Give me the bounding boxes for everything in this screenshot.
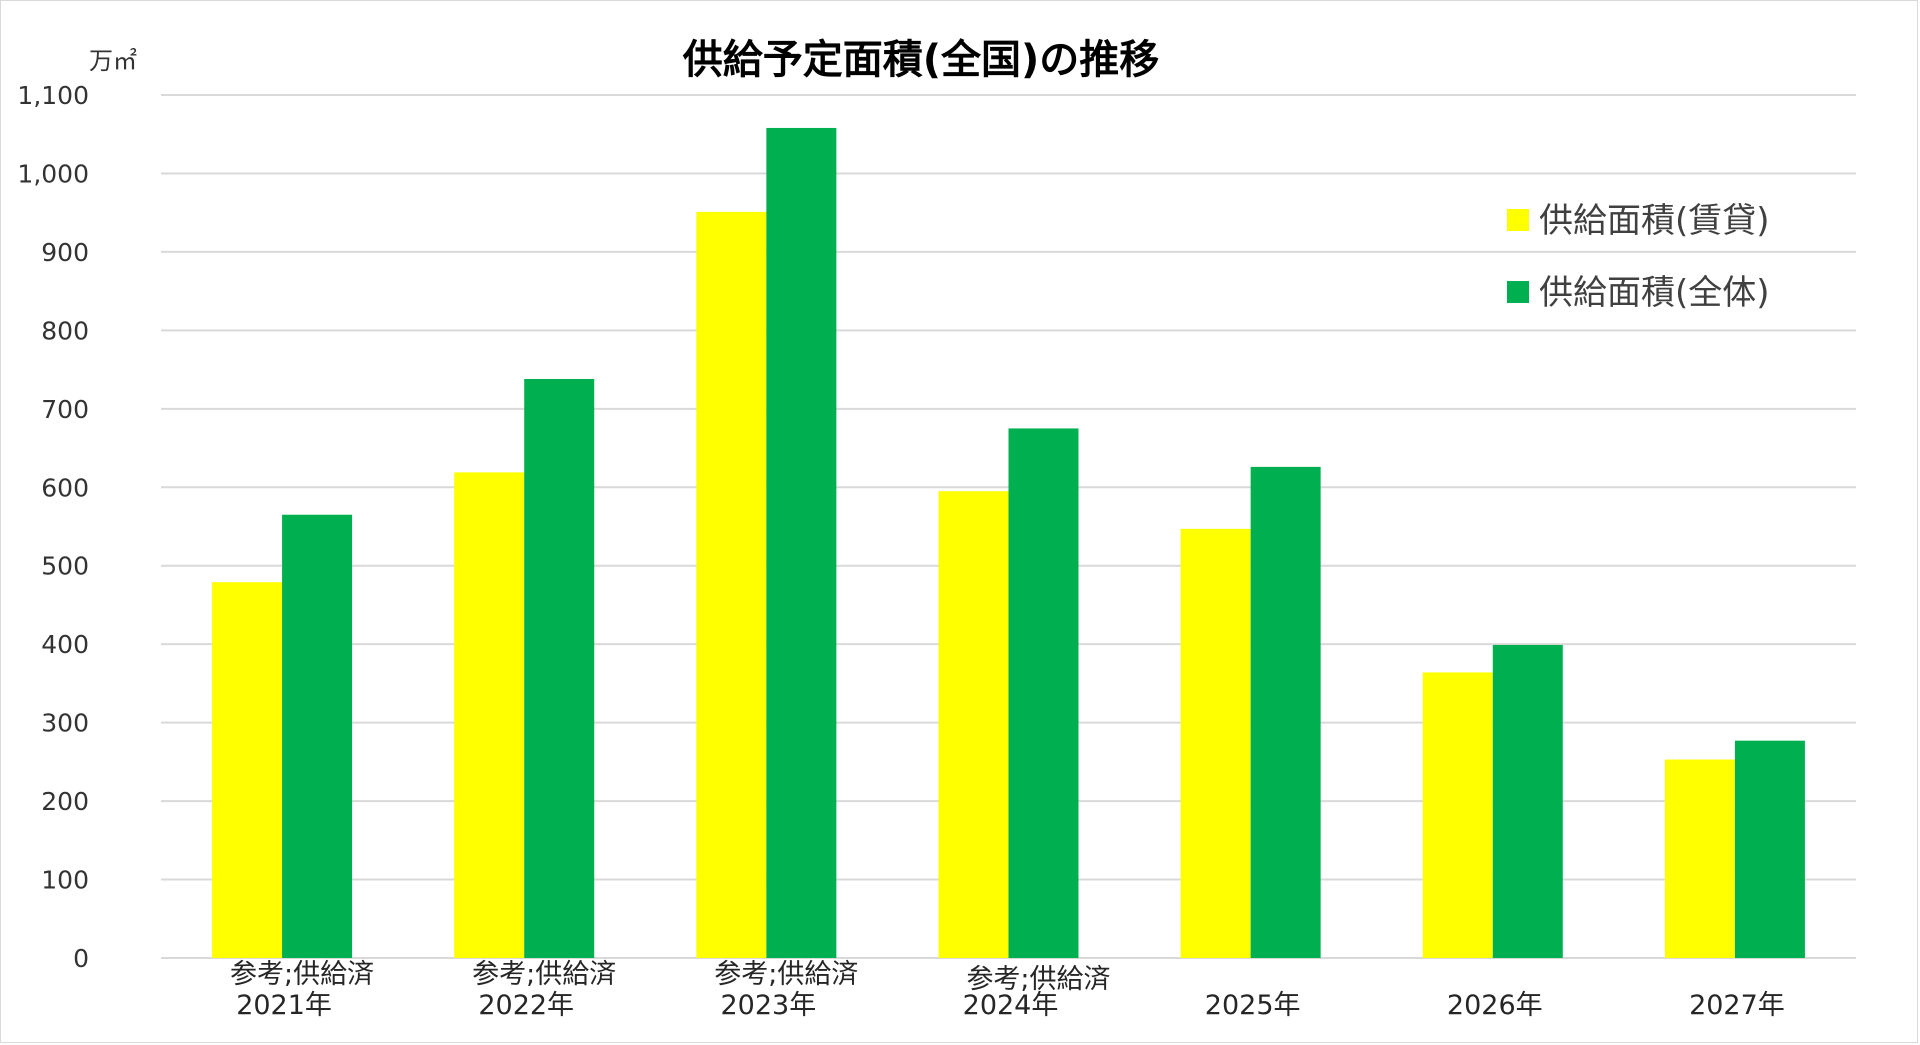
bar-total (1250, 466, 1321, 958)
bar-total (524, 379, 595, 958)
y-unit-label: 万㎡ (89, 47, 137, 75)
legend-swatch (1507, 209, 1529, 231)
x-axis-category-labels: 参考;供給済2021年参考;供給済2022年参考;供給済2023年参考;供給済2… (230, 959, 1785, 1021)
bar-rental (1664, 759, 1735, 958)
bar-rental (1422, 672, 1493, 958)
bar-total (1492, 644, 1563, 958)
legend-label: 供給面積(全体) (1539, 273, 1770, 313)
y-tick-label: 1,100 (17, 81, 89, 110)
bar-total (282, 514, 353, 958)
bar-rental (1180, 528, 1251, 958)
x-category-note: 参考;供給済 (966, 964, 1110, 995)
bar-rental (212, 582, 283, 958)
y-axis-tick-labels: 0 100 200 300 400 500 600 700 800 900 1,000 1,100 (17, 81, 89, 973)
x-category-label: 2024年 (963, 990, 1059, 1021)
x-category-label: 2025年 (1205, 990, 1301, 1021)
y-tick-label: 900 (41, 238, 89, 267)
bar-rental (696, 211, 767, 958)
x-category-label: 2026年 (1447, 990, 1543, 1021)
x-category-note: 参考;供給済 (714, 959, 858, 990)
y-tick-label: 200 (41, 787, 89, 816)
y-tick-label: 400 (41, 630, 89, 659)
legend: 供給面積(賃貸) 供給面積(全体) (1507, 201, 1770, 313)
y-tick-label: 700 (41, 395, 89, 424)
bar-total (1734, 740, 1805, 958)
x-category-label: 2022年 (478, 990, 574, 1021)
y-tick-label: 1,000 (17, 159, 89, 188)
y-tick-label: 800 (41, 316, 89, 345)
bar-total (766, 127, 837, 958)
bar-rental (938, 491, 1009, 958)
bars (212, 127, 1805, 958)
legend-label: 供給面積(賃貸) (1539, 201, 1770, 241)
x-category-note: 参考;供給済 (472, 959, 616, 990)
bar-rental (454, 472, 525, 958)
legend-swatch (1507, 281, 1529, 303)
y-tick-label: 600 (41, 473, 89, 502)
x-category-note: 参考;供給済 (230, 959, 374, 990)
x-category-label: 2021年 (236, 990, 332, 1021)
y-tick-label: 500 (41, 552, 89, 581)
bar-total (1008, 428, 1079, 958)
chart-title: 供給予定面積(全国)の推移 (683, 37, 1160, 83)
y-tick-label: 0 (73, 944, 89, 973)
y-tick-label: 100 (41, 866, 89, 895)
y-tick-label: 300 (41, 709, 89, 738)
x-category-label: 2023年 (720, 990, 816, 1021)
x-category-label: 2027年 (1689, 990, 1785, 1021)
